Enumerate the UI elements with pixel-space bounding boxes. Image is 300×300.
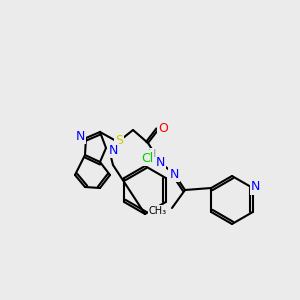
Text: N: N bbox=[251, 181, 260, 194]
Text: N: N bbox=[108, 143, 118, 157]
Text: S: S bbox=[115, 134, 123, 148]
Text: Cl: Cl bbox=[141, 152, 153, 164]
Text: N: N bbox=[75, 130, 85, 142]
Text: H: H bbox=[148, 149, 156, 159]
Text: CH₃: CH₃ bbox=[149, 206, 167, 216]
Text: N: N bbox=[155, 155, 165, 169]
Text: O: O bbox=[158, 122, 168, 134]
Text: N: N bbox=[169, 167, 179, 181]
